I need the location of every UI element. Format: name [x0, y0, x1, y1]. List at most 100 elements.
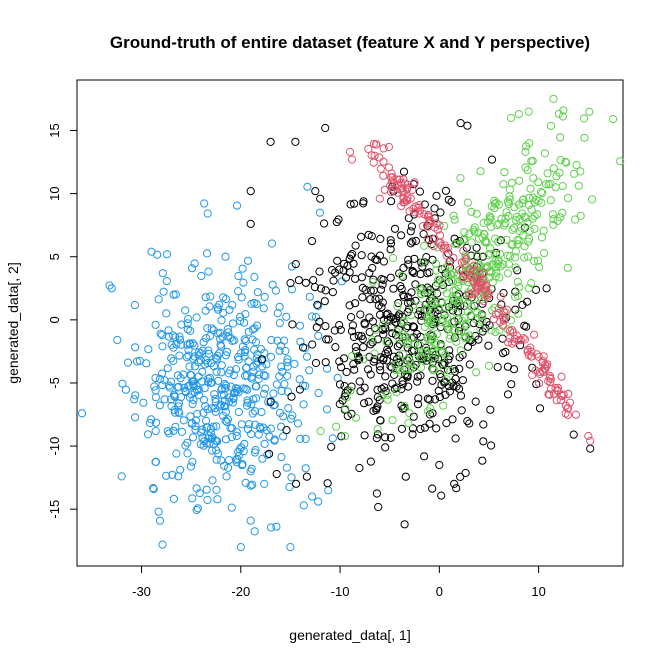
- data-point: [260, 479, 269, 488]
- data-point: [173, 371, 182, 380]
- data-point: [475, 270, 484, 279]
- data-point: [194, 385, 204, 394]
- data-point: [188, 339, 197, 348]
- data-point: [503, 390, 513, 399]
- y-tick-label: 0: [47, 316, 62, 323]
- data-point: [308, 340, 317, 349]
- data-point: [505, 185, 514, 194]
- data-point: [387, 169, 396, 178]
- data-point: [516, 336, 525, 345]
- data-point: [386, 236, 395, 245]
- data-point: [151, 426, 160, 436]
- chart-title: Ground-truth of entire dataset (feature …: [110, 33, 590, 52]
- data-point: [216, 334, 225, 344]
- data-point: [163, 427, 172, 436]
- data-point: [299, 343, 308, 352]
- data-point: [434, 275, 443, 284]
- data-point: [519, 195, 528, 204]
- data-point: [502, 235, 511, 244]
- data-point: [493, 363, 502, 372]
- data-point: [368, 317, 377, 326]
- data-point: [415, 201, 424, 210]
- data-point: [404, 419, 413, 428]
- data-point: [131, 413, 140, 422]
- data-point: [191, 422, 200, 431]
- data-point: [395, 175, 404, 184]
- data-point: [234, 388, 243, 397]
- data-point: [151, 418, 161, 427]
- data-point: [267, 335, 276, 345]
- data-point: [194, 348, 203, 357]
- data-point: [349, 360, 358, 369]
- data-point: [457, 258, 466, 267]
- data-point: [202, 423, 211, 432]
- data-point: [386, 273, 395, 282]
- data-point: [413, 400, 423, 409]
- data-point: [508, 225, 517, 234]
- x-tick-label: -10: [331, 584, 350, 599]
- data-point: [379, 275, 388, 284]
- data-point: [533, 210, 542, 219]
- data-point: [491, 263, 500, 272]
- data-point: [478, 252, 487, 261]
- data-point: [421, 300, 430, 309]
- data-point: [229, 389, 239, 398]
- data-point: [588, 195, 597, 204]
- data-point: [131, 343, 140, 352]
- data-point: [472, 209, 481, 218]
- data-point: [435, 460, 444, 470]
- data-point: [207, 324, 216, 333]
- data-point: [441, 186, 450, 195]
- data-point: [546, 179, 555, 188]
- data-point: [360, 320, 369, 329]
- data-point: [229, 393, 238, 402]
- data-point: [259, 371, 268, 380]
- data-point: [406, 239, 415, 248]
- data-point: [316, 194, 325, 203]
- data-point: [189, 395, 198, 404]
- data-point: [252, 354, 261, 363]
- data-point: [351, 241, 360, 250]
- data-point: [524, 350, 533, 360]
- data-point: [570, 169, 579, 178]
- data-point: [314, 497, 323, 506]
- data-point: [397, 424, 406, 433]
- data-point: [184, 315, 193, 324]
- data-point: [455, 364, 464, 373]
- data-point: [321, 286, 330, 295]
- data-point: [428, 376, 437, 385]
- data-point: [549, 94, 558, 104]
- data-point: [196, 428, 206, 437]
- data-point: [158, 331, 167, 340]
- data-point: [420, 423, 429, 432]
- data-point: [234, 287, 243, 296]
- data-point: [526, 184, 535, 193]
- data-point: [520, 253, 529, 262]
- data-points: [77, 94, 625, 552]
- data-point: [246, 516, 255, 525]
- data-point: [484, 341, 493, 350]
- data-point: [521, 147, 530, 156]
- data-point: [435, 392, 445, 402]
- data-point: [291, 260, 300, 269]
- data-point: [425, 317, 435, 326]
- data-point: [181, 306, 190, 315]
- data-point: [391, 360, 400, 370]
- data-point: [381, 433, 390, 442]
- data-point: [357, 251, 366, 260]
- data-point: [530, 256, 539, 266]
- data-point: [331, 268, 340, 277]
- data-point: [425, 419, 434, 428]
- data-point: [454, 282, 463, 291]
- data-point: [221, 351, 231, 360]
- data-point: [206, 292, 215, 301]
- data-point: [121, 385, 131, 394]
- data-point: [314, 301, 323, 311]
- data-point: [408, 267, 417, 276]
- data-point: [421, 348, 430, 357]
- data-point: [546, 196, 555, 205]
- data-point: [403, 373, 412, 382]
- data-point: [211, 397, 220, 406]
- data-point: [466, 265, 475, 274]
- data-point: [492, 268, 501, 277]
